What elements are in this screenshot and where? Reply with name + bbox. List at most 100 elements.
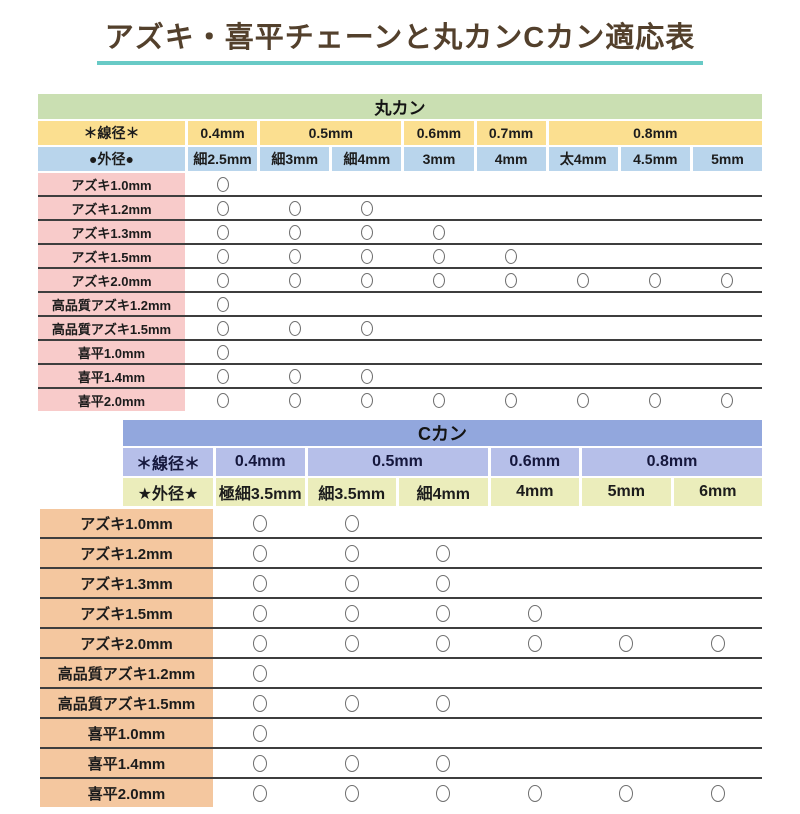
row-label: 喜平2.0mm — [40, 779, 213, 807]
circle-mark — [360, 320, 373, 336]
compat-cell — [260, 293, 330, 315]
table-row: 高品質アズキ1.5mm — [38, 315, 762, 339]
compat-cell — [307, 689, 396, 717]
circle-mark — [344, 544, 359, 562]
row-label: アズキ1.3mm — [38, 221, 185, 243]
wire-diameter-cell: 0.6mm — [404, 121, 474, 145]
compat-cell — [620, 221, 690, 243]
table-row: 喜平2.0mm — [40, 777, 762, 807]
outer-diameter-cell: 細4mm — [399, 478, 488, 506]
compat-cell — [490, 719, 579, 747]
page-title: アズキ・喜平チェーンと丸カンCカン適応表 — [96, 14, 704, 65]
row-label: アズキ2.0mm — [40, 629, 213, 657]
compat-cell — [188, 389, 258, 411]
wire-diameter-row: ＊線径＊ 0.4mm 0.5mm 0.6mm 0.8mm — [40, 448, 762, 476]
wire-diameter-cell: 0.4mm — [188, 121, 258, 145]
circle-mark — [216, 200, 229, 216]
compat-cell — [404, 173, 474, 195]
compat-cell — [260, 221, 330, 243]
circle-mark — [505, 272, 518, 288]
compat-cell — [673, 569, 762, 597]
row-label: 喜平1.0mm — [38, 341, 185, 363]
circle-mark — [619, 784, 634, 802]
circle-mark — [216, 176, 229, 192]
circle-mark — [216, 320, 229, 336]
circle-mark — [360, 272, 373, 288]
compat-cell — [307, 569, 396, 597]
outer-diameter-label: ★外径★ — [123, 478, 213, 506]
circle-mark — [436, 694, 451, 712]
circle-mark — [288, 392, 301, 408]
compat-cell — [673, 659, 762, 687]
compat-cell — [404, 269, 474, 291]
circle-mark — [505, 248, 518, 264]
circle-mark — [288, 272, 301, 288]
compat-cell — [404, 341, 474, 363]
compat-cell — [692, 317, 762, 339]
circle-mark — [436, 604, 451, 622]
header-spacer — [40, 478, 120, 506]
table-row: 喜平1.4mm — [40, 747, 762, 777]
circle-mark — [344, 754, 359, 772]
circle-mark — [432, 248, 445, 264]
wire-diameter-row: ＊線径＊ 0.4mm 0.5mm 0.6mm 0.7mm 0.8mm — [38, 121, 762, 145]
compat-cell — [476, 389, 546, 411]
circle-mark — [344, 574, 359, 592]
table-row: アズキ1.0mm — [38, 173, 762, 195]
compat-cell — [404, 293, 474, 315]
compat-cell — [620, 269, 690, 291]
compat-cell — [404, 365, 474, 387]
circle-mark — [253, 514, 268, 532]
compat-cell — [216, 569, 305, 597]
compat-cell — [620, 389, 690, 411]
table-row: 喜平1.0mm — [38, 339, 762, 363]
outer-diameter-cell: 4mm — [490, 478, 579, 506]
compat-cell — [673, 749, 762, 777]
outer-diameter-cell: 4.5mm — [620, 147, 690, 171]
row-label: アズキ1.5mm — [40, 599, 213, 627]
compat-cell — [332, 293, 402, 315]
table-row: 高品質アズキ1.2mm — [40, 657, 762, 687]
circle-mark — [253, 574, 268, 592]
compat-cell — [399, 599, 488, 627]
compat-cell — [216, 749, 305, 777]
compat-cell — [216, 659, 305, 687]
compat-cell — [692, 389, 762, 411]
circle-mark — [216, 296, 229, 312]
compat-cell — [692, 245, 762, 267]
compat-cell — [332, 317, 402, 339]
compat-cell — [582, 659, 671, 687]
compat-cell — [673, 689, 762, 717]
wire-diameter-label: ＊線径＊ — [38, 121, 185, 145]
outer-diameter-cell: 3mm — [404, 147, 474, 171]
compat-cell — [399, 659, 488, 687]
compat-cell — [188, 293, 258, 315]
circle-mark — [216, 368, 229, 384]
outer-diameter-row: ●外径● 細2.5mm 細3mm 細4mm 3mm 4mm 太4mm 4.5mm 5mm — [38, 147, 762, 171]
row-label: アズキ2.0mm — [38, 269, 185, 291]
row-label: アズキ1.0mm — [40, 509, 213, 537]
row-label: アズキ1.2mm — [38, 197, 185, 219]
compat-cell — [332, 197, 402, 219]
circle-mark — [344, 514, 359, 532]
compat-cell — [490, 689, 579, 717]
compat-cell — [490, 749, 579, 777]
compat-cell — [692, 293, 762, 315]
row-label: 高品質アズキ1.5mm — [40, 689, 213, 717]
circle-mark — [710, 784, 725, 802]
circle-mark — [577, 272, 590, 288]
compat-cell — [476, 365, 546, 387]
compat-cell — [673, 779, 762, 807]
compat-cell — [216, 539, 305, 567]
title-bar: アズキ・喜平チェーンと丸カンCカン適応表 — [0, 14, 800, 65]
compat-cell — [188, 269, 258, 291]
circle-mark — [527, 634, 542, 652]
circle-mark — [721, 392, 734, 408]
compat-cell — [582, 629, 671, 657]
compat-cell — [582, 749, 671, 777]
outer-diameter-cell: 5mm — [692, 147, 762, 171]
circle-mark — [360, 224, 373, 240]
table-row: アズキ2.0mm — [38, 267, 762, 291]
outer-diameter-cell: 細2.5mm — [188, 147, 258, 171]
compat-cell — [404, 221, 474, 243]
